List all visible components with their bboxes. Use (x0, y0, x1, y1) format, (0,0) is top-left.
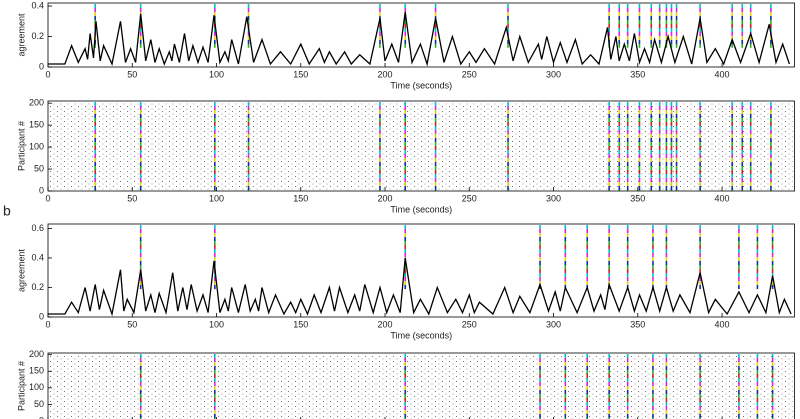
x-tick-label: 150 (293, 319, 308, 329)
y-tick-label: 150 (29, 366, 44, 376)
y-tick-label: 0 (39, 415, 44, 419)
y-tick-label: 0 (39, 61, 44, 71)
x-tick-label: 300 (546, 69, 561, 79)
x-tick-label: 100 (209, 69, 224, 79)
raster-dots (50, 103, 793, 190)
x-tick-label: 200 (378, 193, 393, 203)
x-tick-label: 350 (630, 193, 645, 203)
x-axis-label: Time (seconds) (390, 204, 452, 214)
agreement-line (48, 12, 791, 67)
x-tick-label: 400 (715, 193, 730, 203)
x-tick-label: 250 (462, 319, 477, 329)
y-tick-label: 200 (29, 349, 44, 359)
x-tick-label: 350 (630, 319, 645, 329)
y-axis-label: Participant # (16, 121, 26, 171)
x-tick-label: 300 (546, 319, 561, 329)
x-axis-label: Time (seconds) (390, 80, 452, 90)
y-tick-label: 0 (39, 311, 44, 321)
y-tick-label: 50 (34, 399, 44, 409)
x-tick-label: 150 (293, 193, 308, 203)
x-tick-label: 250 (462, 69, 477, 79)
x-tick-label: 0 (45, 69, 50, 79)
x-tick-label: 100 (209, 319, 224, 329)
y-tick-label: 200 (29, 98, 44, 108)
panels: 0 50 100 150 200 250 300 350 400 0 0.2 0.4 Time (sec… (3, 0, 795, 419)
x-tick-label: 350 (630, 69, 645, 79)
axes-frame (47, 352, 795, 419)
axes-frame (47, 100, 795, 192)
x-tick-label: 0 (45, 193, 50, 203)
x-tick-label: 0 (45, 319, 50, 329)
panel-label: b (3, 203, 11, 219)
x-tick-label: 300 (546, 193, 561, 203)
y-axis-label: agreement (16, 13, 26, 57)
y-tick-label: 0.2 (31, 31, 44, 41)
x-tick-label: 200 (378, 319, 393, 329)
y-tick-label: 50 (34, 163, 44, 173)
x-axis-label: Time (seconds) (390, 330, 452, 340)
y-axis-label: Participant # (16, 361, 26, 411)
x-tick-label: 50 (127, 319, 137, 329)
y-tick-label: 0.6 (31, 223, 44, 233)
axes-frame (47, 2, 795, 68)
y-tick-label: 0.4 (31, 252, 44, 262)
x-tick-label: 100 (209, 193, 224, 203)
y-tick-label: 0.4 (31, 0, 44, 10)
y-tick-label: 100 (29, 382, 44, 392)
y-tick-label: 0 (39, 185, 44, 195)
agreement-line (48, 257, 792, 317)
y-tick-label: 100 (29, 141, 44, 151)
y-tick-label: 0.2 (31, 282, 44, 292)
x-tick-label: 50 (127, 69, 137, 79)
raster-dots (50, 355, 793, 419)
y-tick-label: 150 (29, 120, 44, 130)
axes-frame (47, 223, 795, 318)
x-tick-label: 250 (462, 193, 477, 203)
y-axis-label: agreement (16, 248, 26, 292)
x-tick-label: 150 (293, 69, 308, 79)
x-tick-label: 400 (715, 69, 730, 79)
x-tick-label: 50 (127, 193, 137, 203)
x-tick-label: 200 (378, 69, 393, 79)
x-tick-label: 400 (715, 319, 730, 329)
